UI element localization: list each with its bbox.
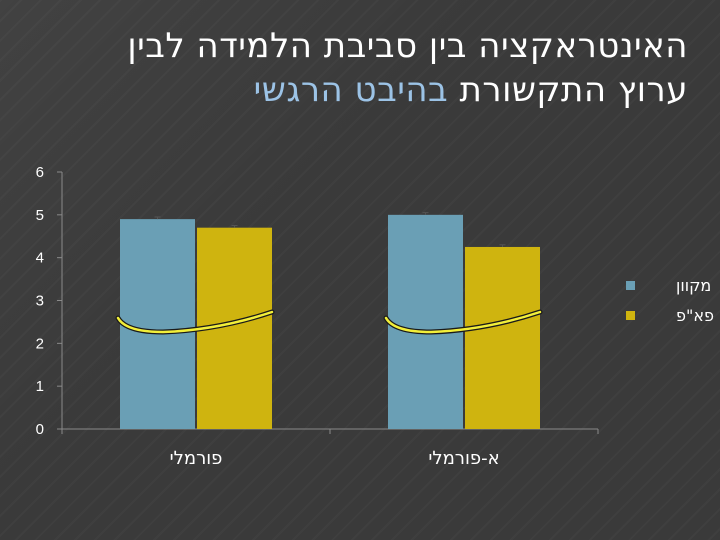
y-tick-label: 3 xyxy=(36,293,44,310)
y-tick-label: 5 xyxy=(36,207,44,224)
interaction-curve xyxy=(384,310,542,334)
slide-title: האינטראקציה בין סביבת הלמידה לבין ערוץ ה… xyxy=(28,24,688,112)
interaction-curve xyxy=(116,310,274,334)
title-line-2: ערוץ התקשורת בהיבט הרגשי xyxy=(28,68,688,112)
x-category-label: א-פורמלי xyxy=(428,448,499,469)
y-tick-label: 6 xyxy=(36,164,44,181)
title-line-2-part-1: ערוץ התקשורת xyxy=(459,70,688,110)
bar xyxy=(465,246,540,429)
y-tick-label: 4 xyxy=(36,250,44,267)
y-tick-label: 1 xyxy=(36,378,44,395)
bar xyxy=(120,219,195,429)
y-tick-label: 2 xyxy=(36,335,44,352)
legend-swatch xyxy=(626,281,635,290)
title-line-2-highlight: בהיבט הרגשי xyxy=(253,70,449,110)
bar xyxy=(388,214,463,429)
x-category-label: פורמלי xyxy=(170,448,223,469)
y-tick-label: 0 xyxy=(36,421,44,438)
legend-label: פא"פ xyxy=(676,306,714,325)
title-line-1: האינטראקציה בין סביבת הלמידה לבין xyxy=(127,26,688,66)
legend-swatch xyxy=(626,311,635,320)
legend-label: מקוון xyxy=(676,276,711,295)
